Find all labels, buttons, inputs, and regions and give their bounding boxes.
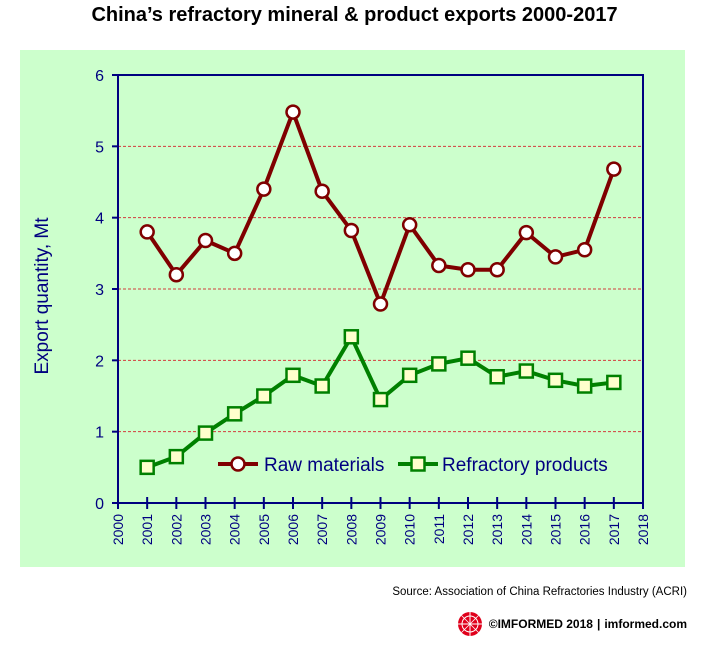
data-point xyxy=(139,459,155,476)
website-link[interactable]: imformed.com xyxy=(604,617,687,631)
data-point xyxy=(489,261,505,278)
x-tick-label: 2003 xyxy=(198,514,214,545)
data-point xyxy=(343,329,360,345)
data-point xyxy=(401,367,418,384)
y-axis-label: Export quantity, Mt xyxy=(32,217,53,375)
axis-ticks xyxy=(112,74,644,509)
data-point xyxy=(197,425,214,441)
series-refractory-products xyxy=(139,329,622,476)
legend-marker xyxy=(410,456,426,472)
data-point xyxy=(226,406,243,422)
data-point xyxy=(372,391,389,408)
y-tick-label: 5 xyxy=(95,139,104,156)
data-point xyxy=(372,296,389,312)
data-point xyxy=(431,257,447,274)
chart-background xyxy=(20,50,685,567)
footer-separator: | xyxy=(596,617,601,631)
data-point xyxy=(576,242,593,258)
gridlines xyxy=(118,145,643,433)
x-tick-label: 2000 xyxy=(110,514,126,545)
y-tick-label: 0 xyxy=(95,496,104,513)
y-tick-label: 1 xyxy=(95,425,104,442)
x-tick-label: 2007 xyxy=(314,514,330,545)
source-note: Source: Association of China Refractorie… xyxy=(392,586,687,598)
data-point xyxy=(168,448,185,465)
x-tick-label: 2005 xyxy=(256,514,272,545)
imformed-logo-icon xyxy=(457,612,482,636)
y-tick-label: 2 xyxy=(95,353,104,370)
x-tick-label: 2008 xyxy=(343,514,359,545)
data-point xyxy=(197,232,214,249)
data-point xyxy=(285,104,301,120)
data-point xyxy=(314,183,330,200)
data-point xyxy=(343,222,360,239)
data-point xyxy=(226,245,243,262)
data-point xyxy=(314,378,330,394)
footer: ©IMFORMED 2018 | imformed.com xyxy=(457,611,687,637)
y-axis-labels: 0 1 2 3 4 5 6 xyxy=(95,68,104,513)
series-layer xyxy=(139,104,622,476)
data-point xyxy=(460,350,476,366)
data-point xyxy=(518,363,535,379)
legend-label: Refractory products xyxy=(442,455,608,476)
x-tick-label: 2010 xyxy=(402,514,418,545)
data-point xyxy=(518,224,535,241)
series-raw-materials xyxy=(139,104,622,312)
x-tick-label: 2018 xyxy=(635,514,651,545)
data-point xyxy=(401,217,418,233)
data-point xyxy=(606,374,622,391)
data-point xyxy=(431,356,447,372)
data-point xyxy=(139,224,155,240)
x-tick-label: 2014 xyxy=(518,514,534,545)
x-tick-label: 2009 xyxy=(373,514,389,545)
data-point xyxy=(256,388,272,404)
data-point xyxy=(460,261,476,278)
x-tick-label: 2011 xyxy=(431,514,447,544)
x-tick-label: 2006 xyxy=(285,514,301,545)
data-point xyxy=(547,372,564,389)
data-point xyxy=(576,378,593,394)
data-point xyxy=(285,367,301,384)
data-point xyxy=(547,249,564,265)
x-tick-label: 2002 xyxy=(168,514,184,545)
x-tick-label: 2015 xyxy=(548,514,564,545)
y-tick-label: 6 xyxy=(95,68,104,85)
x-tick-label: 2017 xyxy=(606,514,622,545)
legend-label: Raw materials xyxy=(264,455,384,476)
chart-title: China’s refractory mineral & product exp… xyxy=(91,4,618,26)
x-tick-label: 2016 xyxy=(577,514,593,545)
data-point xyxy=(168,266,185,283)
x-tick-label: 2012 xyxy=(460,514,476,545)
x-axis-labels: 2000 2001 2002 2003 2004 2005 2006 2007 2008 2009… xyxy=(110,514,651,545)
legend-marker xyxy=(230,456,246,472)
y-tick-label: 4 xyxy=(95,211,104,228)
data-point xyxy=(256,181,272,197)
data-point xyxy=(606,161,622,177)
legend: Raw materials Refractory products xyxy=(218,455,608,476)
y-tick-label: 3 xyxy=(95,282,104,299)
x-tick-label: 2001 xyxy=(139,514,155,545)
copyright-text: ©IMFORMED 2018 xyxy=(488,617,593,631)
x-tick-label: 2004 xyxy=(227,514,243,545)
data-point xyxy=(489,368,505,385)
x-tick-label: 2013 xyxy=(489,514,505,545)
